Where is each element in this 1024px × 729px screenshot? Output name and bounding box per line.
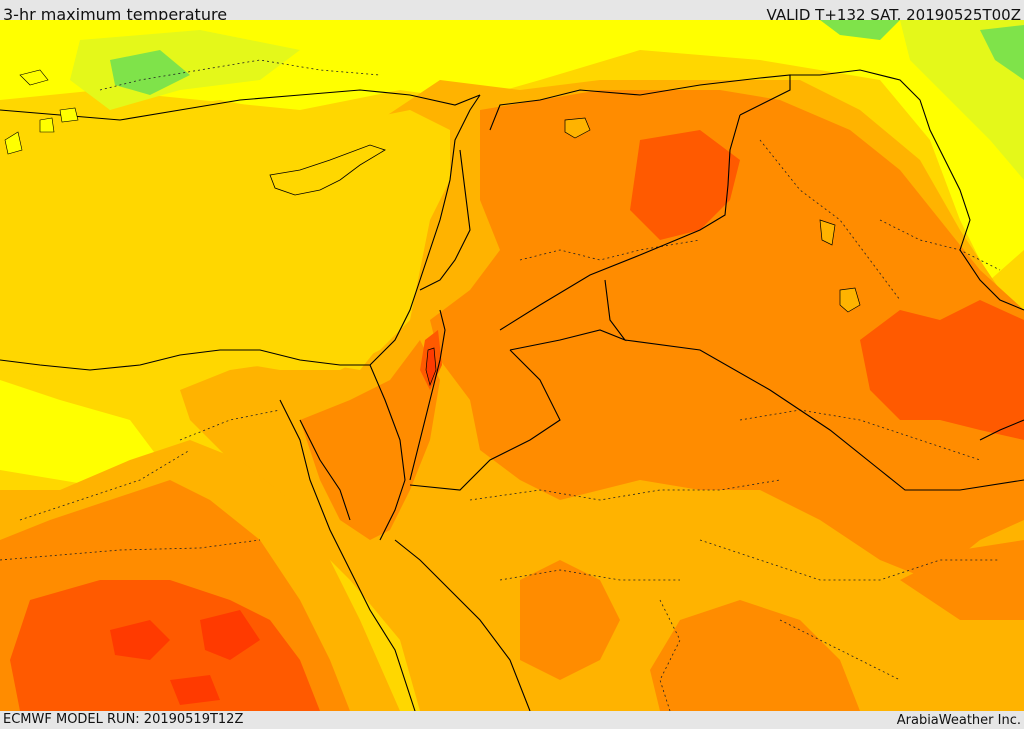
iraq-lake (839, 287, 861, 313)
model-run-label: ECMWF MODEL RUN: 20190519T12Z (3, 712, 244, 727)
syria-lake (564, 117, 591, 139)
temperature-zone-very-hot-syria (630, 130, 740, 240)
cyprus-island (269, 144, 386, 196)
temperature-zone-hot-south-central (520, 560, 620, 680)
credit-label: ArabiaWeather Inc. (896, 713, 1021, 728)
temperature-map[interactable] (0, 20, 1024, 711)
dead-sea (425, 347, 437, 387)
temperature-zone-hot-south-east (650, 540, 1024, 711)
header-bar: 3-hr maximum temperature VALID T+132 SAT… (0, 0, 1024, 24)
iraq-lake-2 (819, 219, 836, 246)
temperature-zone-hot-sinai (300, 340, 440, 540)
country-borders (0, 69, 1024, 711)
footer-bar: ECMWF MODEL RUN: 20190519T12Z ArabiaWeat… (0, 711, 1024, 729)
aegean-islands (4, 69, 79, 155)
temperature-zone-hottest-egypt (110, 610, 260, 705)
province-borders (0, 59, 1001, 711)
temperature-zone-coolest-northeast (820, 20, 1024, 80)
valid-time-label: VALID T+132 SAT. 20190525T00Z (766, 6, 1021, 24)
temperature-zone-cool-north (70, 30, 300, 110)
temperature-zone-cool-northeast (900, 20, 1024, 180)
temperature-zone-coolest-north (110, 50, 190, 95)
mediterranean-sea (0, 100, 450, 385)
temperature-zone-hot-east (430, 90, 1024, 580)
temperature-zone-mild-north (0, 20, 1024, 280)
temperature-zone-very-hot-iraq (860, 300, 1024, 440)
map-title: 3-hr maximum temperature (3, 5, 228, 24)
temperature-zone-very-hot-egypt (10, 580, 320, 711)
